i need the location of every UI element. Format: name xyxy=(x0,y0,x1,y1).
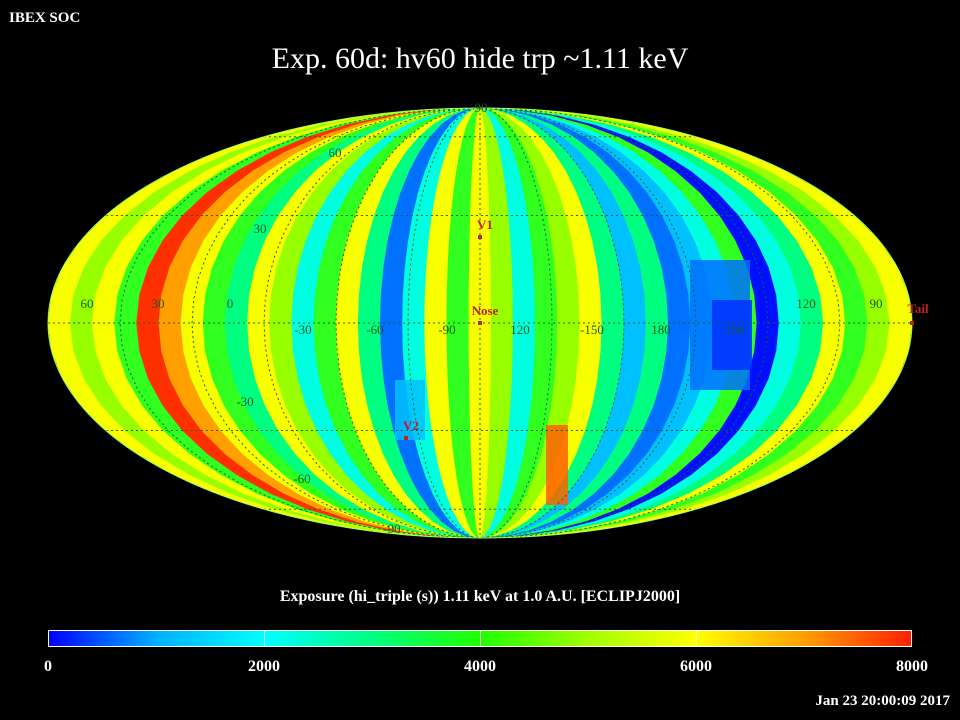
latitude-label: 90 xyxy=(475,100,488,115)
map-title: Exp. 60d: hv60 hide trp ~1.11 keV xyxy=(271,42,689,75)
longitude-label: 0 xyxy=(227,296,234,311)
colorbar-divider xyxy=(264,630,265,647)
colorbar-tick: 6000 xyxy=(680,658,712,675)
marker-tail-dot xyxy=(910,321,914,325)
exposure-stripes xyxy=(48,108,912,538)
longitude-label: -150 xyxy=(580,322,604,337)
marker-tail-label: Tail xyxy=(907,301,929,316)
longitude-label: 120 xyxy=(796,296,816,311)
latitude-label: -30 xyxy=(236,394,253,409)
colorbar-tick: 0 xyxy=(44,658,52,675)
colorbar-divider xyxy=(480,630,481,647)
timestamp: Jan 23 20:00:09 2017 xyxy=(815,693,950,709)
marker-nose-label: Nose xyxy=(472,303,499,318)
marker-v2-label: V2 xyxy=(403,418,419,433)
longitude-label: 60 xyxy=(81,296,94,311)
latitude-label: -90 xyxy=(383,521,400,536)
longitude-label: 150 xyxy=(725,322,745,337)
colorbar-caption: Exposure (hi_triple (s)) 1.11 keV at 1.0… xyxy=(279,588,681,605)
exposure-patch xyxy=(712,300,752,370)
sky-map: 60 30 0 -30 -60 -90 120 -150 180 150 120 90 90 60 30 -3… xyxy=(47,100,929,539)
latitude-label: 30 xyxy=(254,221,267,236)
longitude-label: 90 xyxy=(870,296,883,311)
colorbar-tick: 2000 xyxy=(248,658,280,675)
marker-v2-dot xyxy=(404,436,408,440)
marker-v1-label: V1 xyxy=(477,217,493,232)
exposure-patch xyxy=(546,425,568,505)
exposure-patch xyxy=(395,380,425,440)
longitude-label: -30 xyxy=(294,322,311,337)
colorbar-tick: 4000 xyxy=(464,658,496,675)
colorbar-tick: 8000 xyxy=(896,658,928,675)
longitude-gridline xyxy=(479,108,625,538)
longitude-label: -60 xyxy=(366,322,383,337)
colorbar-divider xyxy=(696,630,697,647)
longitude-label: 180 xyxy=(651,322,671,337)
longitude-label: 120 xyxy=(510,322,530,337)
marker-nose-dot xyxy=(478,321,482,325)
longitude-gridline xyxy=(479,108,769,538)
organization-label: IBEX SOC xyxy=(9,10,81,26)
longitude-gridline xyxy=(479,108,553,538)
latitude-label: -60 xyxy=(293,471,310,486)
longitude-gridline xyxy=(407,108,481,538)
marker-v1-dot xyxy=(478,235,482,239)
longitude-label: 30 xyxy=(152,296,165,311)
longitude-label: -90 xyxy=(438,322,455,337)
longitude-gridline xyxy=(335,108,481,538)
longitude-gridline xyxy=(191,108,481,538)
latitude-label: 60 xyxy=(329,145,342,160)
